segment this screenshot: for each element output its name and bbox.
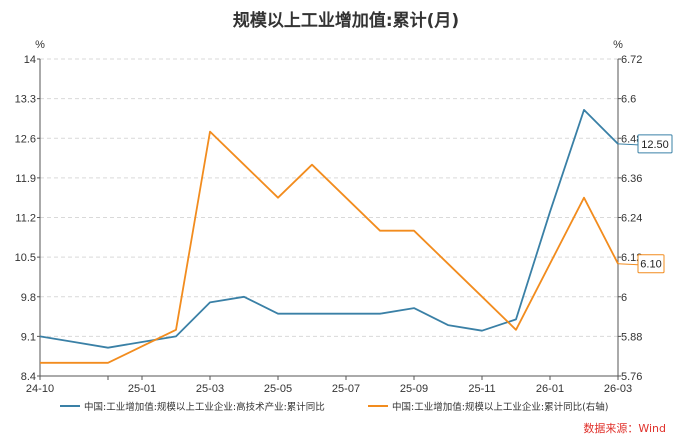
callout-leader <box>617 143 639 146</box>
left-axis-tick-label: 12.6 <box>15 133 36 145</box>
series-line-high-tech <box>39 109 619 349</box>
last-value-label: 6.10 <box>640 259 661 271</box>
x-axis-tick-label: 25-01 <box>128 383 156 395</box>
right-axis-tick-label: 5.88 <box>621 331 642 343</box>
left-axis-tick-label: 8.4 <box>21 371 36 383</box>
legend: 中国:工业增加值:规模以上工业企业:高技术产业:累计同比 中国:工业增加值:规模以… <box>60 401 609 413</box>
x-axis-tick-label: 25-07 <box>332 383 360 395</box>
left-axis-tick-label: 10.5 <box>15 252 36 264</box>
left-axis-tick-label: 14 <box>24 54 36 66</box>
right-axis-tick-label: 6.48 <box>621 133 642 145</box>
last-value-box <box>637 134 673 154</box>
chart-title: 规模以上工业增加值:累计(月) <box>233 10 459 31</box>
left-axis-tick-label: 9.8 <box>21 292 36 304</box>
right-axis-tick-label: 6.36 <box>621 173 642 185</box>
source-note: 数据来源：Wind <box>583 421 666 435</box>
x-axis-tick-label: 24-10 <box>26 383 54 395</box>
right-axis-tick-label: 6 <box>621 292 627 304</box>
left-axis-unit: % <box>35 39 45 51</box>
series-lines <box>39 109 619 364</box>
last-value-label: 12.50 <box>641 139 669 151</box>
last-value-callouts: 12.50 6.10 <box>617 134 673 274</box>
x-axis-tick-label: 25-09 <box>400 383 428 395</box>
right-axis-tick-label: 6.72 <box>621 54 642 66</box>
x-axis-tick-label: 26-01 <box>536 383 564 395</box>
right-axis-tick-label: 6.12 <box>621 252 642 264</box>
last-value-box <box>637 254 665 274</box>
series-line-industry <box>40 130 619 364</box>
left-axis-tick-label: 9.1 <box>21 331 36 343</box>
right-axis-tick-label: 5.76 <box>621 371 642 383</box>
callout-leader <box>617 263 639 266</box>
left-axis-tick-label: 13.3 <box>15 94 36 106</box>
axes: 8.4 5.76 9.1 5.88 9.8 6 10.5 6.12 11.2 6.24 11.9 6.… <box>15 54 643 395</box>
right-axis-tick-label: 6.6 <box>621 94 636 106</box>
x-axis-tick-label: 25-05 <box>264 383 292 395</box>
x-axis-tick-label: 26-03 <box>604 383 632 395</box>
x-axis-tick-label: 25-11 <box>468 383 495 395</box>
right-axis-unit: % <box>613 39 623 51</box>
left-axis-tick-label: 11.9 <box>15 173 36 185</box>
left-axis-tick-label: 11.2 <box>15 213 36 225</box>
legend-label: 中国:工业增加值:规模以上工业企业:累计同比(右轴) <box>392 401 609 413</box>
x-axis-tick-label: 25-03 <box>196 383 224 395</box>
grid <box>40 58 618 337</box>
legend-label: 中国:工业增加值:规模以上工业企业:高技术产业:累计同比 <box>84 401 325 413</box>
right-axis-tick-label: 6.24 <box>621 213 642 225</box>
